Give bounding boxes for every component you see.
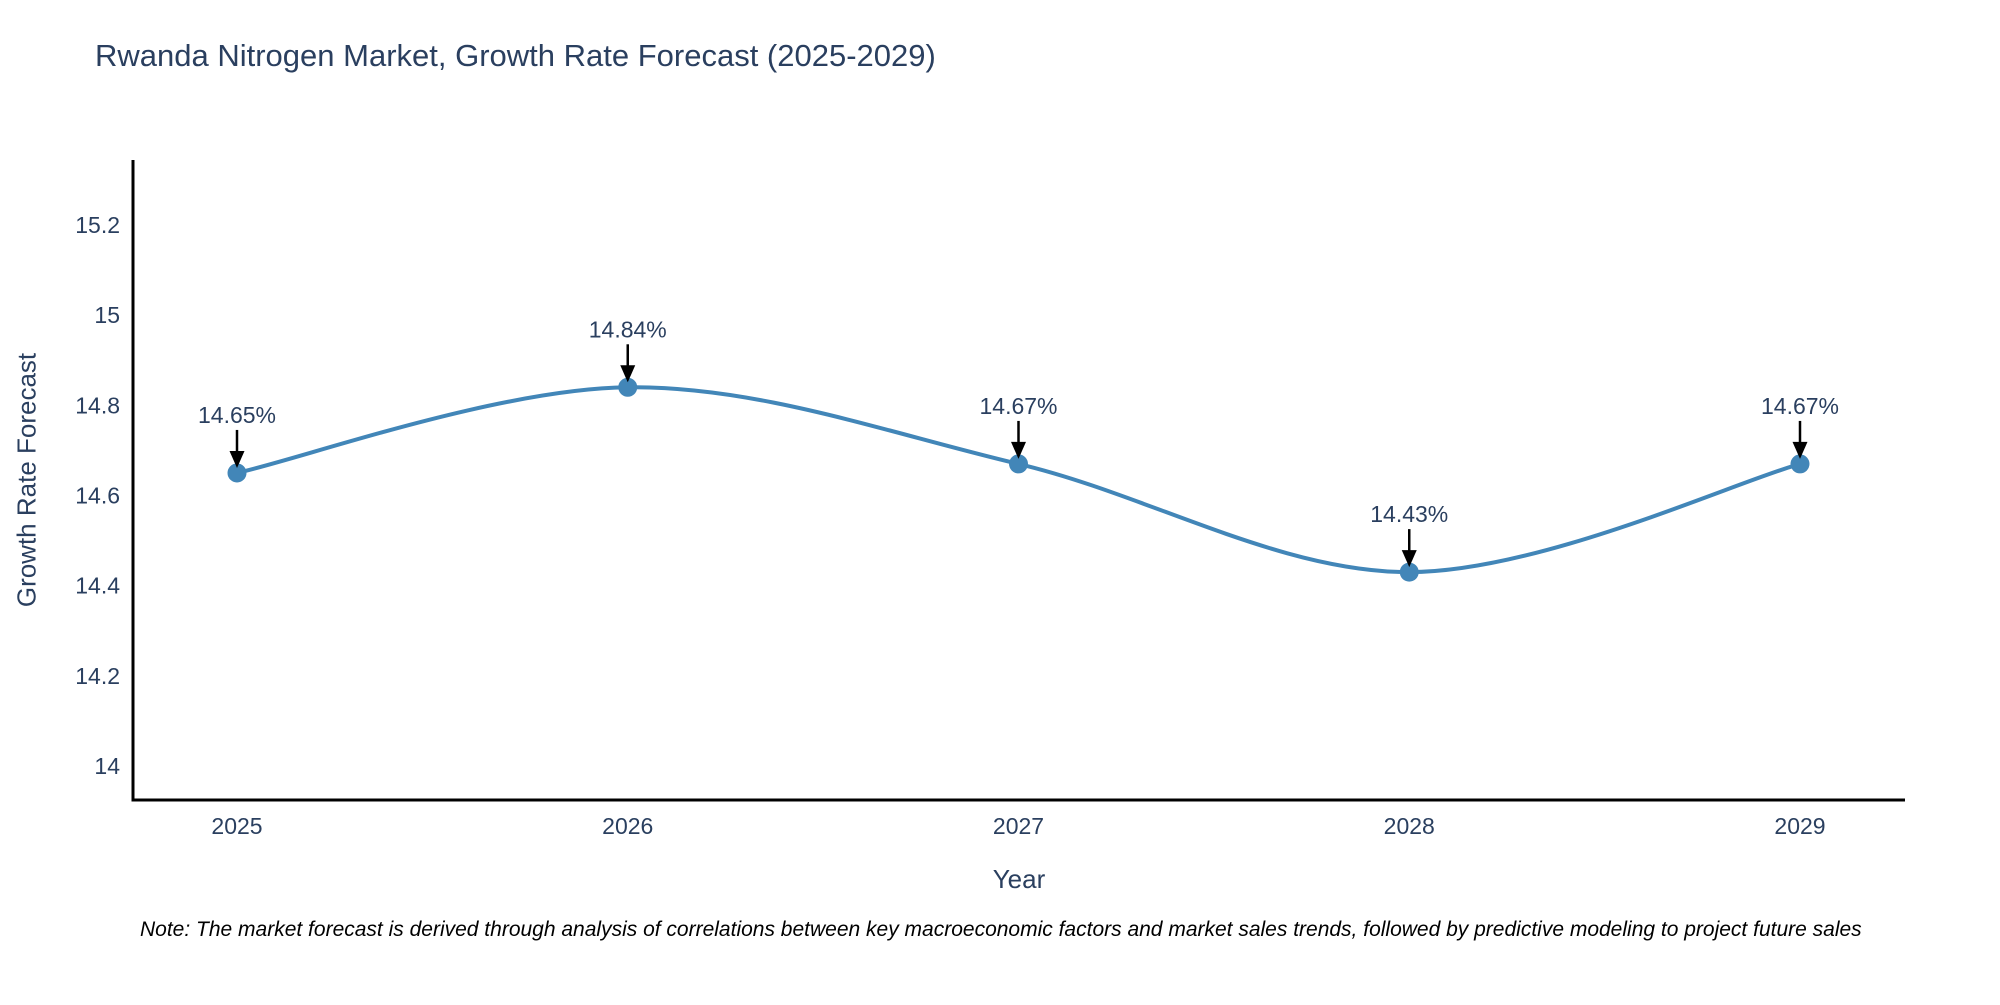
- y-tick-label: 15.2: [75, 212, 120, 238]
- y-tick-label: 14.8: [75, 392, 120, 418]
- x-tick-label: 2026: [602, 813, 653, 839]
- annotation-arrowhead-icon: [620, 365, 636, 383]
- data-point-marker[interactable]: [1009, 454, 1028, 474]
- annotation-label: 14.65%: [198, 402, 276, 428]
- y-tick-label: 14.4: [75, 573, 120, 599]
- annotation-label: 14.84%: [589, 316, 667, 342]
- y-tick-label: 14: [94, 753, 120, 779]
- data-point-marker[interactable]: [1399, 562, 1419, 582]
- annotation-arrowhead-icon: [229, 450, 245, 468]
- annotation-arrowhead-icon: [1792, 441, 1808, 459]
- x-tick-label: 2028: [1384, 813, 1435, 839]
- chart-title: Rwanda Nitrogen Market, Growth Rate Fore…: [95, 38, 936, 73]
- annotation-arrowhead-icon: [1401, 550, 1417, 568]
- data-point-marker[interactable]: [618, 377, 638, 397]
- y-tick-label: 15: [94, 302, 120, 328]
- data-point-marker[interactable]: [1790, 454, 1810, 474]
- y-axis-title: Growth Rate Forecast: [11, 352, 42, 608]
- data-point-marker[interactable]: [227, 463, 247, 483]
- annotation-label: 14.43%: [1370, 501, 1448, 527]
- annotation-label: 14.67%: [979, 393, 1057, 419]
- x-tick-label: 2029: [1774, 813, 1825, 839]
- annotation-label: 14.67%: [1761, 393, 1839, 419]
- y-tick-label: 14.2: [75, 663, 120, 689]
- x-tick-label: 2025: [211, 813, 262, 839]
- x-tick-label: 2027: [993, 813, 1044, 839]
- footnote: Note: The market forecast is derived thr…: [140, 918, 1862, 941]
- annotation-arrowhead-icon: [1011, 441, 1026, 459]
- x-axis-title: Year: [993, 864, 1046, 894]
- y-tick-label: 14.6: [75, 482, 120, 508]
